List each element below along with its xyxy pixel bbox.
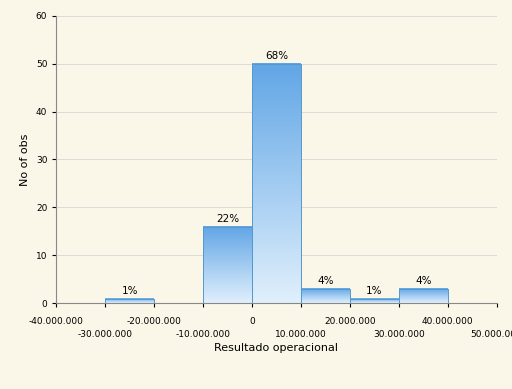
Text: -20.000.000: -20.000.000 bbox=[127, 317, 182, 326]
Text: 1%: 1% bbox=[366, 286, 382, 296]
Text: 4%: 4% bbox=[415, 276, 432, 286]
Bar bbox=[252, 63, 301, 303]
Text: 1%: 1% bbox=[121, 286, 138, 296]
Text: 30.000.000: 30.000.000 bbox=[373, 330, 424, 339]
Text: 50.000.000: 50.000.000 bbox=[471, 330, 512, 339]
Text: 22%: 22% bbox=[216, 214, 239, 224]
Bar bbox=[105, 299, 154, 303]
X-axis label: Resultado operacional: Resultado operacional bbox=[215, 343, 338, 353]
Bar bbox=[350, 299, 399, 303]
Text: 40.000.000: 40.000.000 bbox=[422, 317, 474, 326]
Y-axis label: No of obs: No of obs bbox=[20, 133, 30, 186]
Bar bbox=[399, 289, 447, 303]
Text: 0: 0 bbox=[249, 317, 255, 326]
Text: 68%: 68% bbox=[265, 51, 288, 61]
Text: -10.000.000: -10.000.000 bbox=[176, 330, 230, 339]
Text: 10.000.000: 10.000.000 bbox=[275, 330, 327, 339]
Text: -30.000.000: -30.000.000 bbox=[78, 330, 133, 339]
Text: 20.000.000: 20.000.000 bbox=[324, 317, 376, 326]
Text: 4%: 4% bbox=[317, 276, 334, 286]
Bar bbox=[301, 289, 350, 303]
Text: -40.000.000: -40.000.000 bbox=[29, 317, 84, 326]
Bar bbox=[203, 227, 252, 303]
